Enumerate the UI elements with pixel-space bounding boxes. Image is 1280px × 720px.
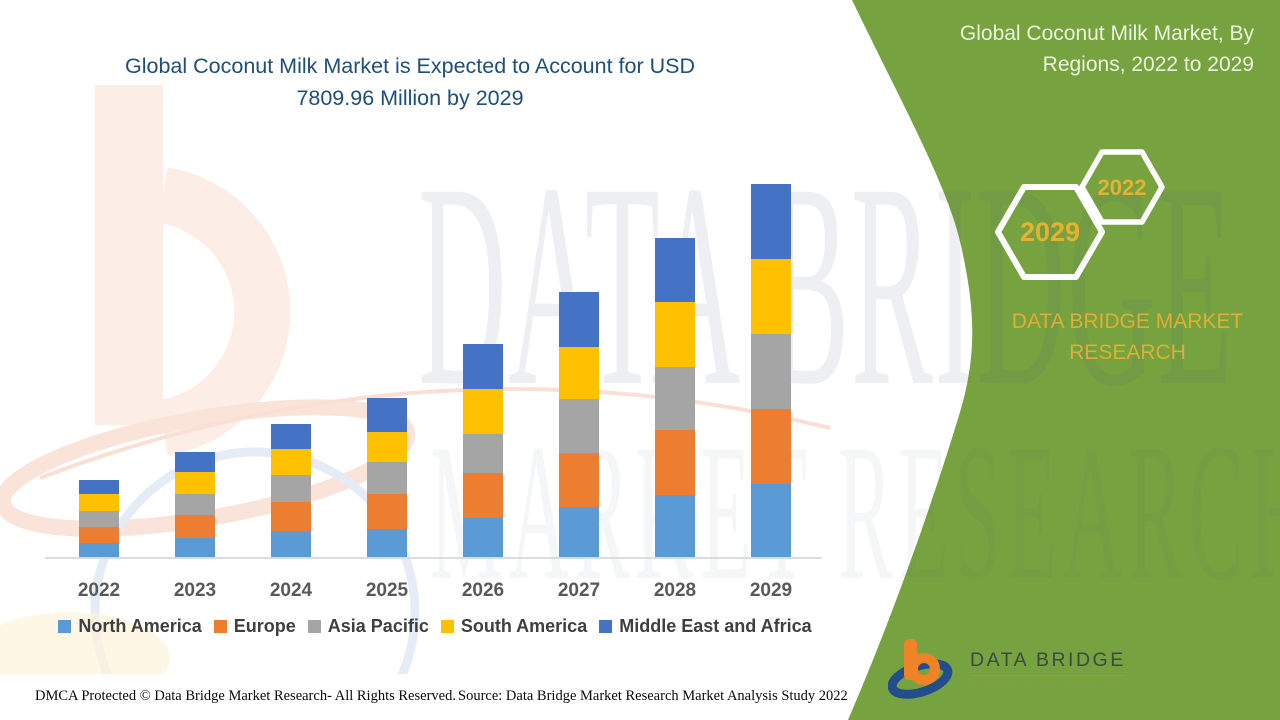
bar-segment-north-america [175,537,215,558]
bar-segment-south-america [559,347,599,399]
bar-segment-middle-east-and-africa [367,398,407,432]
bar-segment-north-america [751,483,791,558]
legend-item-north-america: North America [58,616,202,637]
bar-segment-south-america [463,388,503,434]
bar-segment-south-america [271,449,311,475]
bar-segment-middle-east-and-africa [559,292,599,347]
legend-item-europe: Europe [213,616,296,637]
bar-segment-north-america [79,542,119,558]
x-axis-label-2023: 2023 [173,580,217,601]
bar-segment-europe [559,453,599,507]
databridge-logo-icon [888,639,953,699]
bar-segment-middle-east-and-africa [175,452,215,472]
chart-title: Global Coconut Milk Market is Expected t… [60,50,760,114]
legend-swatch-icon [599,620,613,633]
x-axis-label-2027: 2027 [557,580,601,601]
bar-segment-asia-pacific [751,333,791,409]
databridge-logo: DATA BRIDGE MARKET RESEARCH [888,636,1126,700]
bar-segment-asia-pacific [271,474,311,502]
bar-2028 [655,238,695,558]
bar-segment-asia-pacific [655,367,695,430]
chart-title-line2: 7809.96 Million by 2029 [296,86,524,110]
bar-segment-middle-east-and-africa [751,184,791,259]
bar-segment-asia-pacific [175,493,215,515]
bar-segment-south-america [655,302,695,367]
legend-swatch-icon [440,620,454,633]
side-panel-title-line2: Regions, 2022 to 2029 [1042,53,1254,76]
legend-item-south-america: South America [440,616,588,637]
bar-segment-south-america [175,471,215,494]
bar-2026 [463,344,503,558]
bar-segment-middle-east-and-africa [463,344,503,389]
bar-segment-europe [79,526,119,543]
legend-swatch-icon [307,620,321,633]
bar-segment-north-america [559,507,599,558]
x-axis-label-2024: 2024 [269,580,313,601]
legend-label: North America [78,616,202,636]
brand-wordmark-line1: DATA BRIDGE MARKET [1011,310,1244,333]
bar-2024 [271,424,311,558]
bar-segment-europe [655,430,695,495]
chart-legend: North America Europe Asia Pacific South Ame… [45,616,825,637]
bar-chart-plot [45,150,825,558]
bar-segment-asia-pacific [367,462,407,494]
legend-swatch-icon [58,620,72,633]
x-axis-label-2026: 2026 [461,580,505,601]
legend-swatch-icon [213,620,227,633]
bar-segment-north-america [271,530,311,558]
side-panel-title-line1: Global Coconut Milk Market, By [959,22,1254,45]
legend-label: Europe [233,616,296,636]
source-text: Source: Data Bridge Market Research Mark… [458,688,848,704]
bar-segment-europe [367,493,407,529]
legend-item-asia-pacific: Asia Pacific [307,616,429,637]
bar-segment-asia-pacific [559,398,599,453]
dmca-protected-text: DMCA Protected © Data Bridge Market Rese… [35,688,456,704]
bar-segment-north-america [655,495,695,558]
chart-title-line1: Global Coconut Milk Market is Expected t… [125,54,695,78]
bar-segment-asia-pacific [463,433,503,473]
bar-segment-europe [463,473,503,518]
bar-2025 [367,398,407,558]
bar-segment-south-america [367,431,407,462]
bar-segment-middle-east-and-africa [79,480,119,494]
brand-wordmark-line2: RESEARCH [1069,341,1186,364]
hexagon-2022-label: 2022 [1098,175,1147,200]
x-axis-label-2022: 2022 [77,580,121,601]
hexagon-2029 [995,184,1105,280]
hexagon-2022 [1079,149,1165,225]
bar-segment-europe [271,502,311,531]
bar-segment-south-america [751,258,791,334]
bar-segment-north-america [367,528,407,558]
bar-segment-middle-east-and-africa [655,238,695,302]
bar-segment-south-america [79,493,119,511]
hexagon-2029-label: 2029 [1020,217,1080,247]
year-hexagons: 2029 2022 [995,149,1165,280]
bar-2022 [79,480,119,558]
bar-segment-europe [175,515,215,538]
logo-wordmark: DATA BRIDGE [970,649,1126,676]
bar-segment-north-america [463,518,503,558]
side-panel-title: Global Coconut Milk Market, By Regions, … [864,18,1254,80]
bar-segment-europe [751,408,791,484]
x-axis-label-2028: 2028 [653,580,697,601]
legend-label: South America [460,616,588,636]
legend-item-middle-east-and-africa: Middle East and Africa [599,616,812,637]
x-axis-label-2029: 2029 [749,580,793,601]
legend-label: Middle East and Africa [619,616,812,636]
bar-segment-middle-east-and-africa [271,424,311,449]
bar-2023 [175,452,215,558]
legend-label: Asia Pacific [327,616,429,636]
logo-text-block: DATA BRIDGE MARKET RESEARCH [970,649,1126,688]
x-axis-line [45,557,822,559]
brand-wordmark: DATA BRIDGE MARKET RESEARCH [985,306,1270,368]
x-axis-label-2025: 2025 [365,580,409,601]
x-axis-labels: 2022 2023 2024 2025 2026 2027 2028 2029 [45,580,825,608]
logo-subtitle: MARKET RESEARCH [970,678,1125,688]
bar-segment-asia-pacific [79,511,119,527]
bar-2027 [559,292,599,558]
bar-2029 [751,184,791,558]
